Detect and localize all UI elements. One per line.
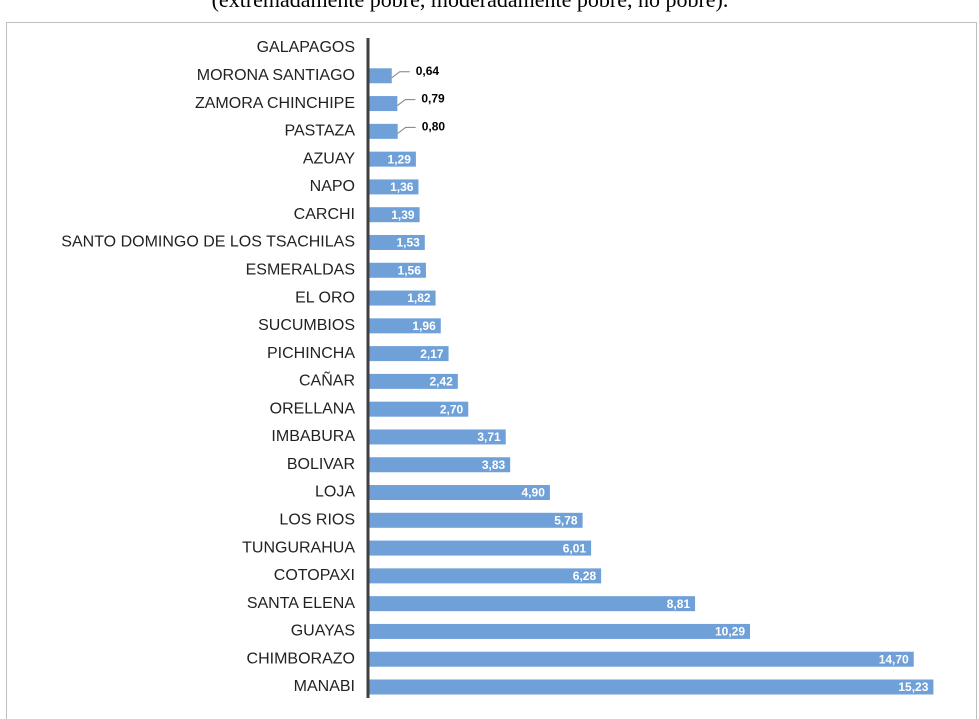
value-label: 0,64 xyxy=(416,64,440,78)
y-tick-label: SANTA ELENA xyxy=(247,595,356,612)
bar xyxy=(368,651,914,667)
y-tick-label: EL ORO xyxy=(295,289,355,306)
y-tick-label: AZUAY xyxy=(303,150,355,167)
value-label: 14,70 xyxy=(879,652,909,666)
y-tick-label: ESMERALDAS xyxy=(246,261,355,278)
value-label: 3,83 xyxy=(482,458,506,472)
value-label: 1,29 xyxy=(388,152,412,166)
y-tick-label: TUNGURAHUA xyxy=(242,539,355,556)
leader-line xyxy=(391,71,410,79)
value-label: 2,70 xyxy=(440,402,464,416)
y-tick-label: MANABI xyxy=(294,678,355,695)
y-tick-label: LOJA xyxy=(315,484,355,501)
bar xyxy=(368,623,751,639)
value-label: 0,80 xyxy=(422,120,446,134)
y-tick-label: MORONA SANTIAGO xyxy=(197,67,355,84)
value-label: 6,28 xyxy=(573,569,597,583)
y-tick-label: BOLIVAR xyxy=(287,456,355,473)
value-label: 2,42 xyxy=(429,375,453,389)
y-tick-label: ZAMORA CHINCHIPE xyxy=(195,95,355,112)
value-label: 1,53 xyxy=(396,236,420,250)
value-label: 6,01 xyxy=(563,541,587,555)
bar xyxy=(368,346,449,362)
y-tick-label: ORELLANA xyxy=(270,400,356,417)
value-label: 4,90 xyxy=(522,486,546,500)
y-tick-label: NAPO xyxy=(310,178,355,195)
bar xyxy=(368,123,398,139)
bar xyxy=(368,485,550,501)
bar xyxy=(368,318,441,334)
value-label: 3,71 xyxy=(477,430,501,444)
y-tick-label: GALAPAGOS xyxy=(257,39,355,56)
bar xyxy=(368,596,696,612)
bar xyxy=(368,373,458,389)
bar xyxy=(368,234,425,250)
bar xyxy=(368,540,592,556)
bar xyxy=(368,96,398,112)
value-label: 1,36 xyxy=(390,180,414,194)
leader-line xyxy=(397,99,416,106)
value-label: 10,29 xyxy=(715,625,745,639)
y-tick-label: IMBABURA xyxy=(271,428,355,445)
bar xyxy=(368,429,506,445)
value-label: 2,17 xyxy=(420,347,444,361)
y-tick-label: GUAYAS xyxy=(291,623,355,640)
y-tick-label: SUCUMBIOS xyxy=(258,317,355,334)
bar xyxy=(368,679,934,695)
y-tick-label: LOS RIOS xyxy=(279,512,355,529)
bar xyxy=(368,568,602,584)
value-label: 5,78 xyxy=(554,513,578,527)
value-label: 8,81 xyxy=(667,597,691,611)
y-tick-label: CHIMBORAZO xyxy=(247,650,355,667)
y-tick-label: PICHINCHA xyxy=(267,345,355,362)
bar xyxy=(368,68,392,84)
value-label: 15,23 xyxy=(898,680,928,694)
y-tick-label: CARCHI xyxy=(294,206,355,223)
bar xyxy=(368,262,426,278)
leader-line xyxy=(397,126,416,134)
bar xyxy=(368,457,511,473)
bar xyxy=(368,401,469,417)
bar xyxy=(368,512,583,528)
chart-subtitle: (extremadamente pobre, moderadamente pob… xyxy=(212,0,729,12)
y-tick-label: PASTAZA xyxy=(284,123,355,140)
value-label: 1,82 xyxy=(407,291,431,305)
y-tick-label: SANTO DOMINGO DE LOS TSACHILAS xyxy=(61,234,355,251)
bar xyxy=(368,207,420,223)
bar xyxy=(368,151,416,167)
bar xyxy=(368,290,436,306)
value-label: 1,96 xyxy=(412,319,436,333)
y-tick-label: COTOPAXI xyxy=(274,567,355,584)
y-tick-label: CAÑAR xyxy=(299,370,355,390)
value-label: 1,56 xyxy=(398,263,422,277)
chart-frame xyxy=(6,22,977,719)
bar xyxy=(368,179,419,195)
value-label: 0,79 xyxy=(421,92,445,106)
value-label: 1,39 xyxy=(391,208,415,222)
